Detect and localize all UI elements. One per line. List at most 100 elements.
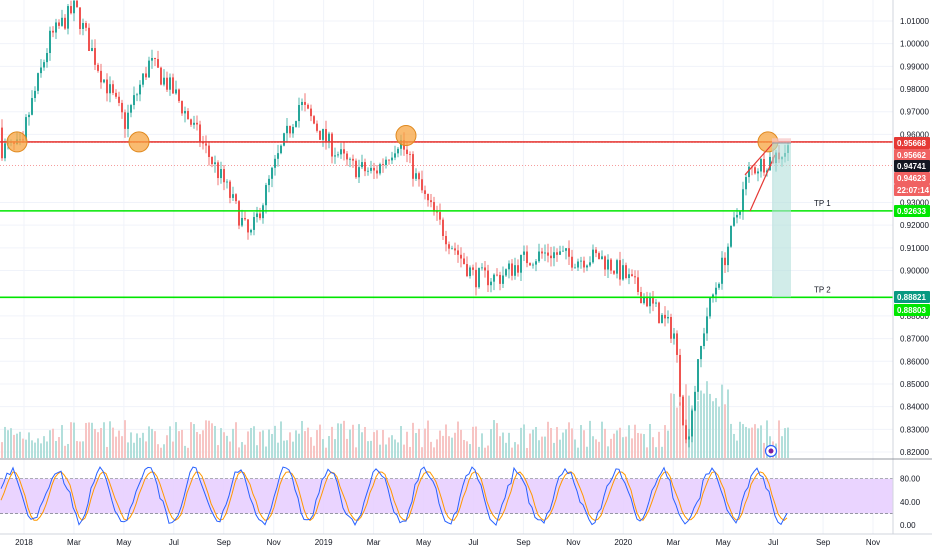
indicator-icon[interactable]	[764, 444, 778, 458]
candle-body	[529, 263, 531, 266]
volume-bar	[640, 433, 642, 458]
candle-body	[340, 149, 342, 155]
price-axis-ticks[interactable]: 1.01000 1.00000 0.99000 0.98000 0.97000 0.960…	[900, 17, 929, 457]
candle-body	[283, 133, 285, 146]
candle-body	[382, 164, 384, 165]
candle-body	[124, 112, 126, 129]
volume-bar	[202, 430, 204, 458]
candle-body	[565, 248, 567, 251]
volume-bar	[760, 425, 762, 458]
wedge-upper-line[interactable]	[744, 141, 775, 176]
candle-body	[40, 67, 42, 74]
candle-body	[385, 159, 387, 165]
resistance-marker[interactable]	[6, 131, 28, 153]
candle-body	[496, 274, 498, 276]
volume-bar	[265, 446, 267, 458]
volume-bar	[250, 427, 252, 458]
candle-body	[475, 269, 477, 288]
candle-body	[715, 287, 717, 295]
volume-bar	[19, 431, 21, 458]
volume-bar	[655, 447, 657, 458]
candle-body	[511, 263, 513, 276]
volume-bar	[460, 429, 462, 458]
candle-body	[235, 194, 237, 202]
candle-body	[259, 213, 261, 219]
candle-body	[634, 276, 636, 278]
price-label-text: 22:07:14	[897, 186, 930, 195]
volume-bar	[193, 424, 195, 458]
candle-body	[250, 229, 252, 233]
candle-body	[220, 169, 222, 179]
candle-body	[739, 211, 741, 215]
volume-bar	[307, 427, 309, 458]
candle-body	[427, 193, 429, 201]
candle-body	[349, 158, 351, 160]
volume-bar	[103, 422, 105, 458]
candle-body	[661, 314, 663, 324]
candle-body	[196, 122, 198, 125]
volume-bar	[229, 441, 231, 458]
y-tick-label: 0.99000	[900, 62, 929, 71]
volume-bar	[487, 445, 489, 458]
candle-body	[718, 283, 720, 288]
volume-bar	[235, 422, 237, 458]
candle-body	[460, 254, 462, 259]
volume-bar	[568, 422, 570, 458]
position-target-zone[interactable]	[772, 143, 791, 298]
candle-body	[94, 48, 96, 65]
volume-bar	[652, 437, 654, 458]
resistance-marker[interactable]	[395, 125, 417, 147]
candle-body	[373, 167, 375, 171]
candle-body	[631, 274, 633, 277]
volume-bar	[7, 430, 9, 458]
x-tick-label: Nov	[267, 538, 281, 547]
candle-body	[307, 104, 309, 109]
volume-bar	[241, 442, 243, 458]
volume-bar	[400, 426, 402, 458]
candle-body	[595, 249, 597, 254]
volume-bar	[340, 423, 342, 458]
volume-bar	[232, 428, 234, 458]
price-label-badge	[894, 160, 930, 172]
candle-body	[106, 79, 108, 94]
volume-bar	[784, 428, 786, 458]
candle-body	[301, 101, 303, 106]
candle-body	[436, 211, 438, 213]
volume-bar	[346, 438, 348, 458]
candle-body	[100, 70, 102, 83]
volume-bar	[424, 428, 426, 458]
volume-bar	[247, 431, 249, 458]
volume-bar	[631, 438, 633, 458]
candle-body	[358, 167, 360, 178]
oscillator-axis-ticks: 80.00 40.00 0.00	[900, 475, 921, 530]
time-axis-ticks[interactable]: 2018 Mar May Jul Sep Nov 2019 Mar May Jul Sep Nov 20…	[15, 538, 880, 547]
volume-bar	[370, 440, 372, 458]
price-label-badge	[894, 137, 930, 149]
price-label-text: 0.88803	[897, 306, 926, 315]
volume-bar	[79, 441, 81, 458]
resistance-marker[interactable]	[128, 131, 150, 153]
volume-bar	[289, 432, 291, 458]
volume-bar	[688, 395, 690, 458]
candle-body	[556, 252, 558, 255]
position-stop-zone[interactable]	[772, 138, 791, 144]
candle-body	[748, 166, 750, 178]
y-tick-label: 0.90000	[900, 267, 929, 276]
volume-bar	[322, 439, 324, 458]
volume-bar	[463, 439, 465, 458]
volume-bar	[16, 433, 18, 458]
volume-bar	[472, 426, 474, 458]
volume-bar	[382, 429, 384, 458]
candle-body	[178, 89, 180, 102]
volume-bar	[403, 444, 405, 458]
volume-bar	[589, 420, 591, 458]
volume-bar	[532, 429, 534, 458]
volume-bar	[52, 428, 54, 458]
volume-bar	[574, 439, 576, 458]
wedge-lower-line[interactable]	[749, 154, 776, 212]
candle-body	[604, 256, 606, 270]
candle-body	[79, 7, 81, 29]
candle-body	[694, 391, 696, 411]
